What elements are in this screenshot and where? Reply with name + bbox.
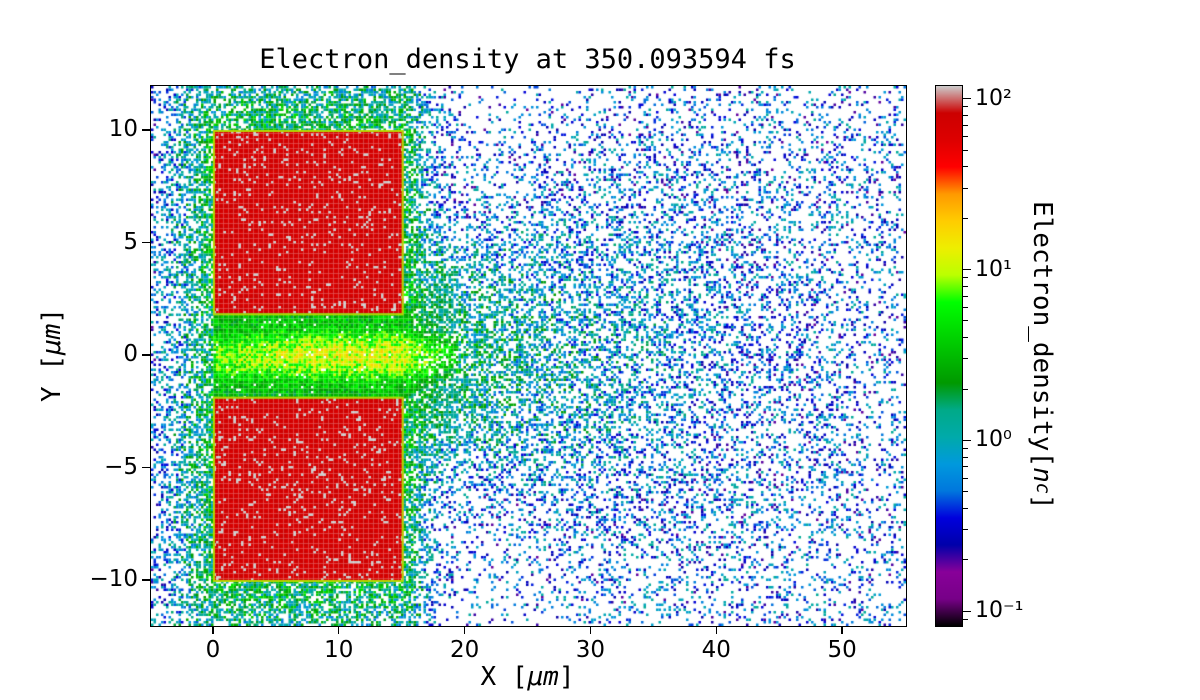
colorbar-minor-tick-mark: [963, 187, 968, 189]
colorbar-minor-tick-mark: [963, 358, 968, 360]
colorbar-tick-mark: [963, 610, 971, 613]
colorbar-tick-mark: [963, 97, 971, 100]
density-heatmap-canvas: [151, 86, 906, 626]
y-tick-mark: [142, 579, 150, 581]
colorbar-minor-tick-mark: [963, 477, 968, 479]
colorbar-tick-mark: [963, 268, 971, 271]
x-tick-mark: [841, 626, 843, 634]
colorbar-minor-tick-mark: [963, 114, 968, 116]
y-tick-label: 5: [123, 228, 138, 255]
x-axis-label: X [μm]: [480, 662, 575, 692]
colorbar-minor-tick-mark: [963, 306, 968, 308]
colorbar-tick-label: 10⁰: [975, 427, 1012, 453]
y-tick-mark: [142, 354, 150, 356]
x-tick-label: 20: [449, 637, 480, 663]
chart-title: Electron_density at 350.093594 fs: [259, 44, 796, 75]
x-tick-mark: [463, 626, 466, 634]
plot-area: [150, 85, 907, 627]
colorbar-minor-tick-mark: [963, 285, 968, 287]
y-tick-label: 10: [108, 116, 138, 142]
y-tick-label: −10: [89, 566, 138, 592]
colorbar-minor-tick-mark: [963, 618, 968, 620]
colorbar-tick-label: 10¹: [975, 256, 1012, 282]
x-tick-label: 40: [701, 637, 731, 663]
colorbar-label: Electron_density[nc]: [1027, 200, 1057, 510]
y-tick-mark: [142, 241, 150, 244]
colorbar: [935, 85, 963, 627]
y-tick-mark: [142, 129, 150, 131]
x-tick-mark: [715, 626, 717, 634]
colorbar-minor-tick-mark: [963, 507, 968, 509]
colorbar-minor-tick-mark: [963, 105, 968, 107]
colorbar-minor-tick-mark: [963, 388, 968, 390]
colorbar-tick-label: 10⁻¹: [975, 598, 1024, 624]
x-tick-mark: [212, 626, 214, 634]
colorbar-tick-label: 10²: [975, 85, 1012, 111]
y-tick-mark: [142, 466, 150, 469]
colorbar-minor-tick-mark: [963, 124, 968, 126]
colorbar-minor-tick-mark: [963, 491, 968, 493]
x-axis-unit: μm: [527, 662, 559, 692]
x-tick-mark: [338, 626, 340, 634]
colorbar-minor-tick-mark: [963, 217, 968, 219]
colorbar-minor-tick-mark: [963, 456, 968, 458]
x-tick-label: 30: [575, 637, 606, 663]
colorbar-minor-tick-mark: [963, 466, 968, 468]
x-tick-label: 0: [205, 637, 221, 663]
colorbar-label-subscript: c: [1032, 482, 1053, 494]
colorbar-minor-tick-mark: [963, 295, 968, 297]
colorbar-tick-mark: [963, 439, 971, 442]
y-tick-label: 0: [123, 341, 138, 367]
x-tick-mark: [589, 626, 592, 634]
colorbar-minor-tick-mark: [963, 276, 968, 278]
colorbar-minor-tick-mark: [963, 320, 968, 322]
colorbar-minor-tick-mark: [963, 529, 968, 531]
x-axis-label-text: X [: [480, 662, 528, 692]
colorbar-minor-tick-mark: [963, 559, 968, 561]
colorbar-minor-tick-mark: [963, 447, 968, 449]
y-tick-label: −5: [104, 453, 138, 480]
colorbar-minor-tick-mark: [963, 136, 968, 138]
colorbar-gradient: [936, 86, 962, 626]
colorbar-minor-tick-mark: [963, 166, 968, 168]
x-tick-label: 50: [827, 637, 857, 663]
colorbar-minor-tick-mark: [963, 149, 968, 151]
x-tick-label: 10: [324, 637, 354, 663]
colorbar-minor-tick-mark: [963, 337, 968, 339]
